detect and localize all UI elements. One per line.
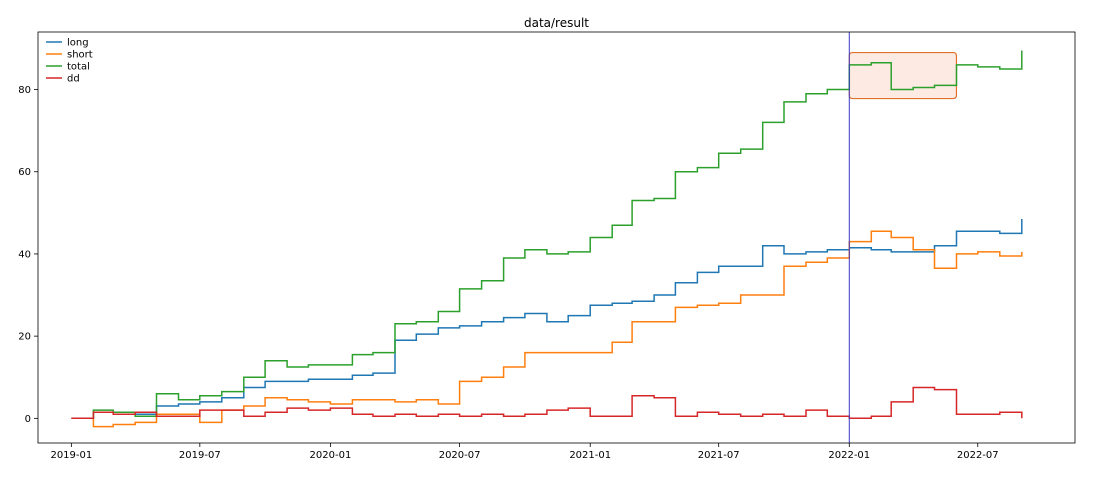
x-tick-label: 2020-07 — [439, 450, 481, 461]
series-line-short — [71, 230, 1023, 428]
x-tick-label: 2021-01 — [569, 450, 611, 461]
x-tick-label: 2022-01 — [828, 450, 870, 461]
x-axis-ticks: 2019-01 2019-07 2020-01 2020-07 2021-01 2021-… — [50, 443, 999, 461]
y-tick-label: 60 — [18, 167, 31, 178]
x-tick-label: 2022-07 — [957, 450, 999, 461]
x-tick-label: 2019-01 — [50, 450, 92, 461]
axes-frame — [37, 31, 1076, 444]
legend-label-long: long — [67, 38, 89, 49]
x-tick-label: 2020-01 — [310, 450, 352, 461]
highlight-box-layer — [848, 51, 958, 100]
y-tick-label: 40 — [18, 249, 31, 260]
x-tick-label: 2021-07 — [698, 450, 740, 461]
legend-label-dd: dd — [67, 74, 80, 85]
series-layer — [71, 50, 1023, 428]
y-tick-label: 20 — [18, 332, 31, 343]
series-line-dd — [71, 386, 1023, 420]
series-line-long — [71, 219, 1023, 420]
y-tick-label: 80 — [18, 85, 31, 96]
legend-label-total: total — [67, 62, 90, 73]
highlight-box — [848, 51, 958, 100]
x-tick-label: 2019-07 — [179, 450, 221, 461]
chart-title: data/result — [524, 16, 589, 30]
series-line-total — [71, 50, 1023, 420]
y-tick-label: 0 — [25, 414, 31, 425]
legend-label-short: short — [67, 50, 93, 61]
y-axis-ticks: 0 20 40 60 80 — [18, 85, 38, 425]
